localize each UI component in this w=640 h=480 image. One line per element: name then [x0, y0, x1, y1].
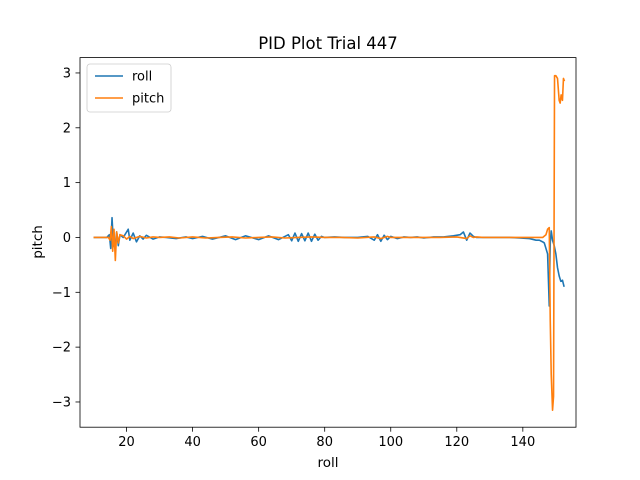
- y-axis-label: pitch: [30, 225, 46, 259]
- y-tick-label: 1: [63, 176, 71, 191]
- y-axis-ticks: −3 −2 −1 0 1 2 3: [52, 66, 80, 410]
- y-tick-label: −1: [52, 286, 71, 301]
- x-tick-label: 40: [184, 435, 201, 450]
- y-tick-label: −2: [52, 341, 71, 356]
- x-tick-label: 80: [316, 435, 333, 450]
- x-tick-label: 20: [118, 435, 135, 450]
- x-axis-label: roll: [317, 455, 338, 471]
- x-axis-ticks: 20 40 60 80 100 120 140: [118, 427, 535, 450]
- plot-frame: [79, 57, 577, 428]
- y-tick-label: 0: [63, 231, 71, 246]
- legend-label-roll: roll: [132, 70, 152, 85]
- legend-label-pitch: pitch: [132, 92, 164, 107]
- legend: roll pitch: [86, 63, 172, 113]
- y-tick-label: 3: [63, 66, 71, 81]
- plot-lines: [93, 74, 566, 411]
- series-line-roll: [93, 216, 565, 307]
- series-line-pitch: [93, 74, 566, 411]
- y-tick-label: 2: [63, 121, 71, 136]
- x-tick-label: 60: [250, 435, 267, 450]
- y-tick-label: −3: [52, 395, 71, 410]
- x-tick-label: 140: [510, 435, 535, 450]
- chart-title: PID Plot Trial 447: [258, 34, 398, 53]
- x-tick-label: 120: [444, 435, 469, 450]
- x-tick-label: 100: [378, 435, 403, 450]
